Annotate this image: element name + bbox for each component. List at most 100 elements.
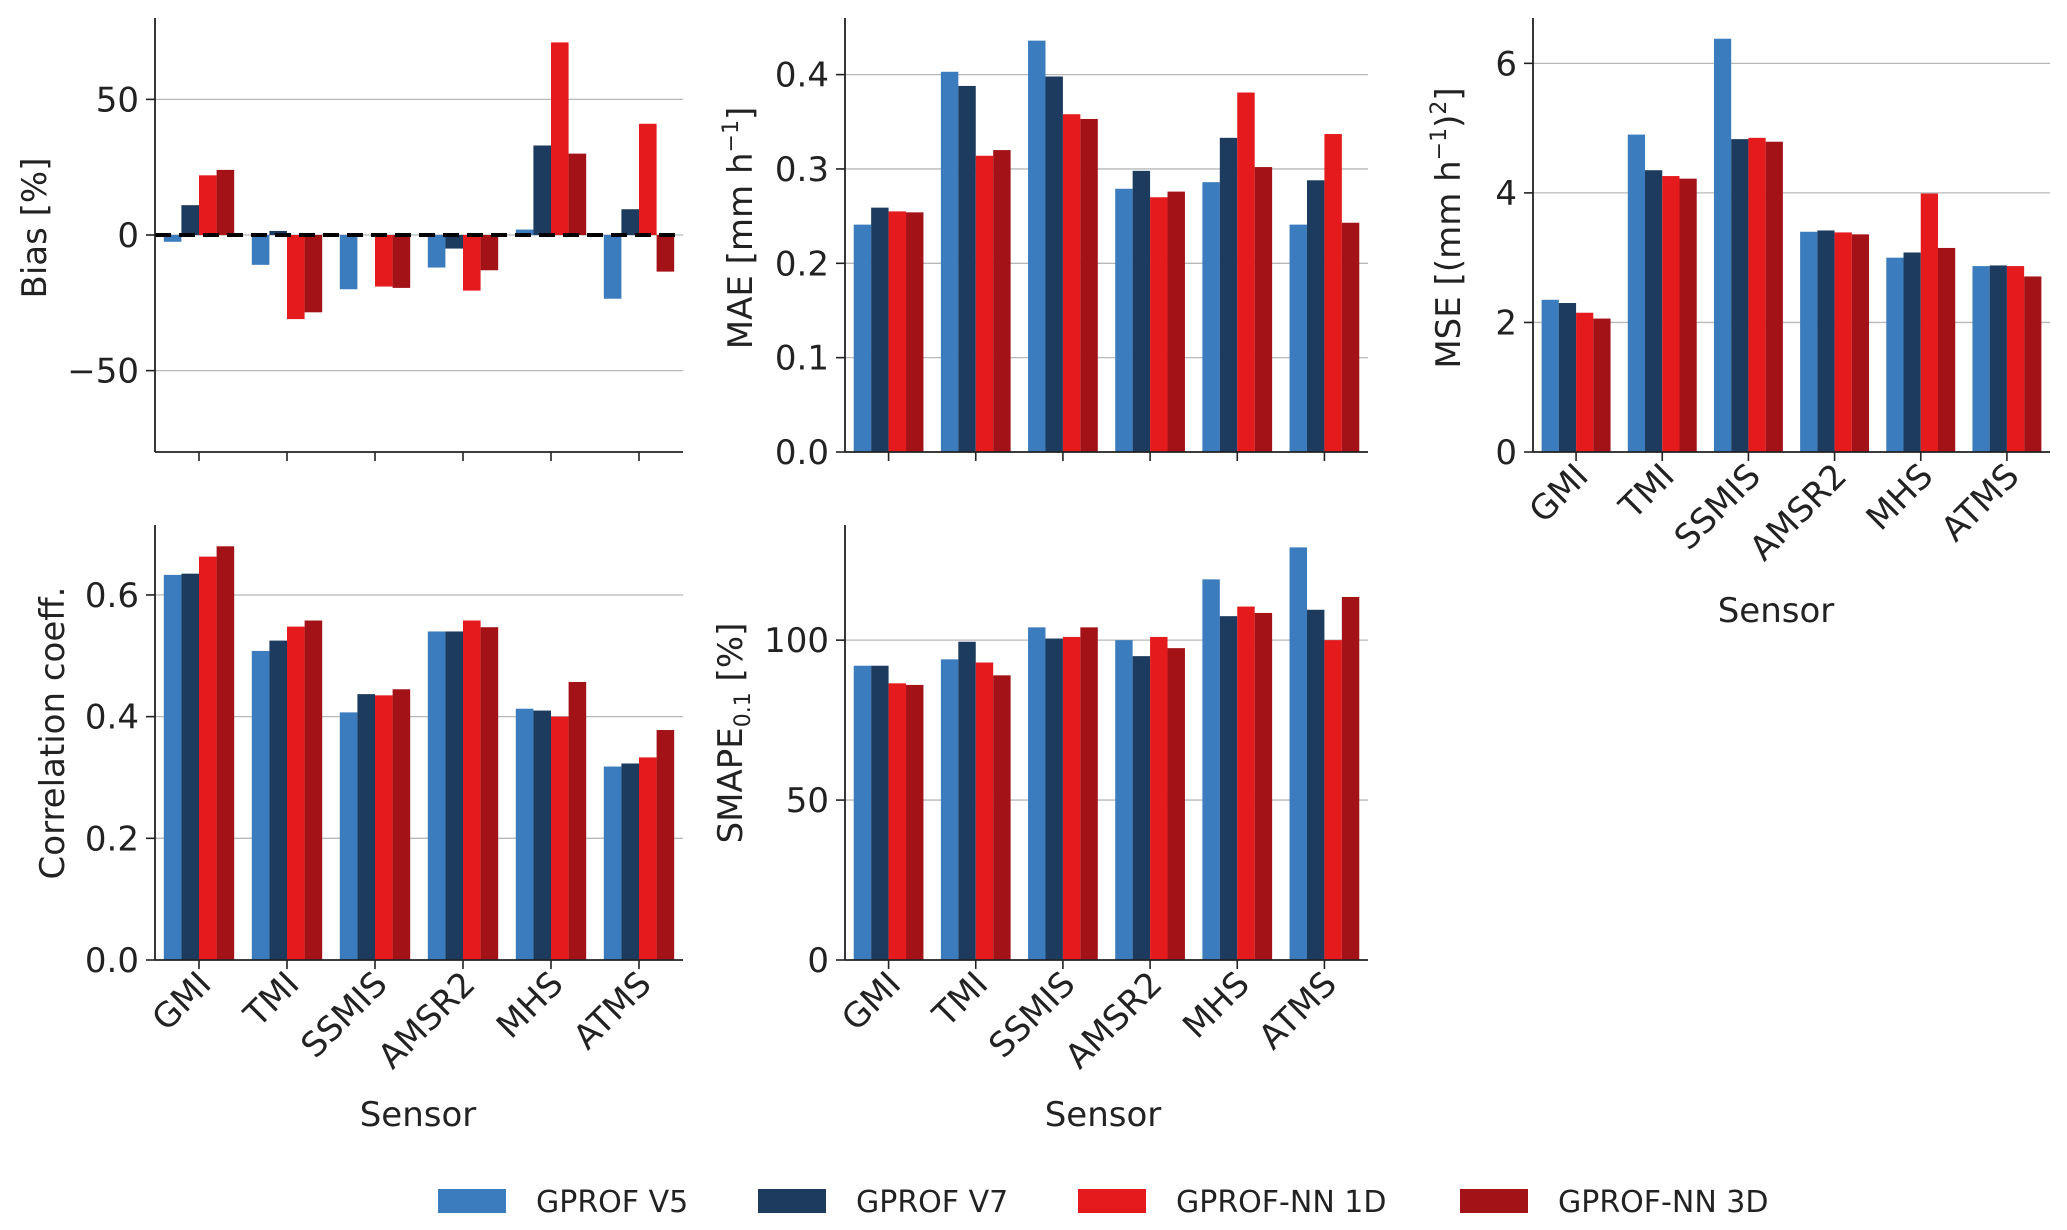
legend-swatch-gprof-v5: [438, 1189, 506, 1213]
mse-y-label-sup: −1: [1427, 128, 1452, 160]
mae-y-tick-label: 0.3: [775, 150, 829, 190]
mae-y-tick-label: 0.1: [775, 339, 829, 379]
bias-bar-gprof-v5-ssmis: [339, 235, 358, 290]
legend-swatch-gprof-v7: [758, 1189, 826, 1213]
smape-bar-gprof-v5-ssmis: [1028, 627, 1046, 960]
corr-bar-gprof-v5-ssmis: [339, 712, 358, 960]
mae-bar-gprof-nn-3d-gmi: [906, 212, 924, 452]
mae-bar-gprof-nn-1d-atms: [1324, 134, 1342, 452]
mse-bar-gprof-v5-gmi: [1541, 299, 1559, 452]
bias-bar-gprof-v7-amsr2: [445, 235, 463, 249]
mse-bar-gprof-v7-amsr2: [1817, 230, 1835, 452]
mse-y-label-end: ]: [1429, 87, 1469, 100]
mae-y-tick-label: 0.4: [775, 56, 829, 96]
corr-x-tick-label-atms: ATMS: [566, 964, 660, 1058]
bias-bar-gprof-nn-3d-ssmis: [392, 235, 411, 288]
mae-y-tick-label: 0.0: [775, 433, 829, 473]
bias-bar-gprof-v7-tmi: [269, 230, 287, 235]
bias-bar-gprof-nn-1d-atms: [639, 123, 657, 235]
smape-y-axis-label: SMAPE0.1 [%]: [711, 623, 756, 844]
mae-bar-gprof-v7-ssmis: [1045, 76, 1063, 452]
smape-bar-gprof-v5-gmi: [853, 665, 872, 960]
bias-bar-gprof-v7-mhs: [533, 145, 551, 235]
smape-y-tick-label: 100: [764, 621, 829, 661]
mae-y-axis-label: MAE [mm h−1]: [719, 107, 761, 349]
corr-bar-gprof-nn-1d-amsr2: [463, 620, 481, 960]
mse-y-axis-label: MSE [(mm h−1)2]: [1427, 87, 1469, 368]
mse-y-tick-label: 4: [1495, 174, 1517, 214]
mae-bar-gprof-v5-amsr2: [1115, 188, 1133, 452]
mae-bar-gprof-v7-gmi: [871, 207, 889, 452]
mae-y-label-main: MAE [mm h: [721, 152, 761, 349]
bias-bar-gprof-nn-3d-gmi: [216, 169, 235, 235]
mae-axes: [844, 18, 1368, 453]
mae-bar-gprof-v5-tmi: [940, 71, 959, 452]
mse-bar-gprof-nn-1d-ssmis: [1748, 137, 1766, 452]
mse-x-axis-label: Sensor: [1718, 591, 1835, 631]
corr-bar-gprof-v7-atms: [621, 763, 639, 960]
smape-bar-gprof-v7-tmi: [958, 641, 976, 960]
mae-bar-gprof-nn-1d-gmi: [888, 211, 907, 452]
corr-bar-gprof-nn-3d-mhs: [568, 681, 587, 960]
smape-x-tick-label-atms: ATMS: [1251, 964, 1345, 1058]
mse-y-tick-label: 2: [1495, 303, 1517, 343]
smape-bar-gprof-nn-1d-ssmis: [1062, 636, 1081, 960]
mse-y-tick-label: 6: [1495, 44, 1517, 84]
legend-swatch-gprof-nn-3d: [1460, 1189, 1528, 1213]
mse-bar-gprof-nn-1d-atms: [2006, 266, 2025, 452]
smape-bar-gprof-nn-1d-amsr2: [1150, 636, 1168, 960]
mae-bar-gprof-v7-amsr2: [1132, 170, 1151, 452]
mae-bar-gprof-v5-mhs: [1202, 182, 1220, 452]
mse-bars: [1541, 38, 2042, 453]
corr-bar-gprof-nn-3d-ssmis: [392, 689, 411, 960]
smape-bar-gprof-v7-amsr2: [1132, 656, 1151, 960]
legend-label-gprof-v5: GPROF V5: [536, 1185, 688, 1220]
corr-bar-gprof-v5-atms: [603, 766, 622, 960]
corr-bar-gprof-nn-1d-atms: [639, 757, 657, 960]
smape-bar-gprof-v7-atms: [1306, 609, 1325, 960]
smape-bar-gprof-v5-atms: [1289, 547, 1307, 960]
bias-y-ticks: −50 0 50: [67, 80, 155, 392]
mse-bar-gprof-v7-gmi: [1558, 303, 1577, 452]
corr-bar-gprof-v7-amsr2: [445, 631, 463, 960]
smape-bar-gprof-nn-3d-mhs: [1254, 612, 1273, 960]
bias-y-tick-label: 50: [96, 80, 139, 120]
bias-bar-gprof-v5-mhs: [515, 229, 534, 235]
smape-y-tick-label: 0: [807, 941, 829, 981]
smape-x-tick-label-amsr2: AMSR2: [1058, 964, 1171, 1077]
bias-bar-gprof-nn-1d-ssmis: [375, 235, 393, 287]
mae-y-tick-label: 0.2: [775, 244, 829, 284]
mse-x-tick-label-amsr2: AMSR2: [1742, 456, 1855, 569]
corr-x-tick-label-mhs: MHS: [489, 964, 571, 1046]
bias-bar-gprof-nn-3d-tmi: [304, 235, 323, 313]
bias-y-axis-label: Bias [%]: [15, 158, 55, 299]
smape-y-tick-label: 50: [786, 781, 829, 821]
mae-y-label-end: ]: [721, 107, 761, 120]
smape-bar-gprof-nn-3d-amsr2: [1167, 648, 1185, 960]
smape-axes: [844, 525, 1368, 961]
smape-y-label-main: SMAPE: [711, 727, 751, 843]
bias-bar-gprof-v5-gmi: [163, 235, 182, 242]
corr-bar-gprof-v5-mhs: [515, 708, 534, 960]
bias-bar-gprof-v5-tmi: [251, 235, 270, 265]
corr-bar-gprof-v7-gmi: [181, 573, 199, 960]
smape-x-tick-label-mhs: MHS: [1175, 964, 1257, 1046]
bias-bar-gprof-v5-amsr2: [427, 235, 446, 268]
correlation-x-axis-label: Sensor: [360, 1095, 477, 1135]
corr-bar-gprof-v7-tmi: [269, 640, 287, 960]
corr-x-tick-label-amsr2: AMSR2: [371, 964, 484, 1077]
smape-bar-gprof-v5-mhs: [1202, 579, 1220, 960]
mae-x-ticks: [887, 452, 1326, 461]
smape-bar-gprof-v7-ssmis: [1045, 638, 1063, 960]
mse-x-tick-label-tmi: TMI: [1611, 456, 1683, 528]
mae-bar-gprof-v5-gmi: [853, 224, 872, 452]
mse-bar-gprof-v5-mhs: [1886, 257, 1904, 452]
mae-bar-gprof-nn-3d-amsr2: [1167, 191, 1185, 452]
mse-y-ticks: 0 2 4 6: [1495, 44, 1533, 473]
smape-y-ticks: 0 50 100: [764, 621, 845, 981]
